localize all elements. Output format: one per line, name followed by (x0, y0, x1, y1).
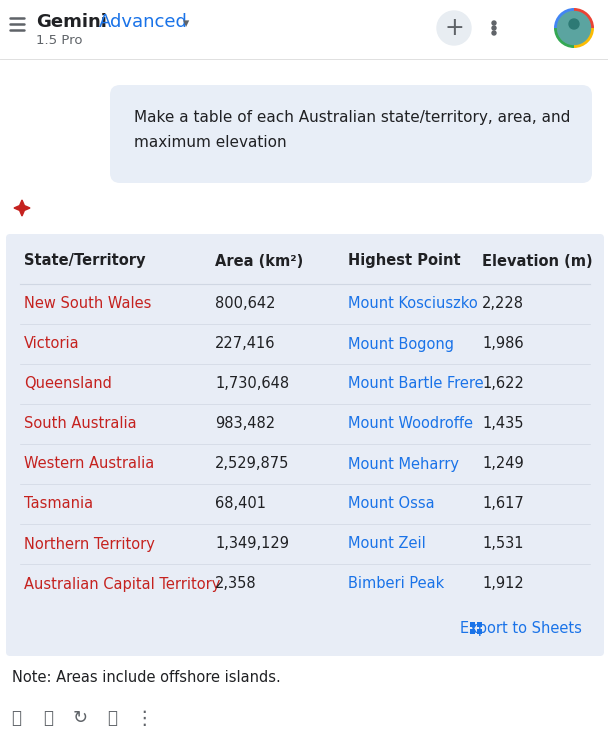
Bar (477, 629, 482, 634)
Circle shape (492, 31, 496, 35)
Text: 1,912: 1,912 (482, 577, 523, 592)
Text: 1,349,129: 1,349,129 (215, 536, 289, 551)
Text: 1,622: 1,622 (482, 377, 524, 392)
Text: Bimberi Peak: Bimberi Peak (348, 577, 444, 592)
Text: Mount Meharry: Mount Meharry (348, 456, 459, 472)
Text: 1,986: 1,986 (482, 336, 523, 351)
Text: ↻: ↻ (72, 709, 88, 727)
Text: Mount Bogong: Mount Bogong (348, 336, 454, 351)
Text: Mount Ossa: Mount Ossa (348, 496, 435, 511)
Circle shape (569, 19, 579, 29)
Text: Mount Woodroffe: Mount Woodroffe (348, 417, 473, 432)
Text: 2,228: 2,228 (482, 296, 524, 311)
Circle shape (492, 21, 496, 25)
Text: 1,249: 1,249 (482, 456, 523, 472)
Text: Tasmania: Tasmania (24, 496, 93, 511)
Text: 68,401: 68,401 (215, 496, 266, 511)
Text: Highest Point: Highest Point (348, 253, 461, 268)
Bar (477, 622, 482, 627)
Text: Queensland: Queensland (24, 377, 112, 392)
Text: +: + (444, 16, 464, 40)
Circle shape (492, 26, 496, 30)
Bar (470, 622, 475, 627)
Text: State/Territory: State/Territory (24, 253, 145, 268)
Wedge shape (554, 8, 574, 28)
FancyBboxPatch shape (6, 234, 604, 656)
Text: Export to Sheets: Export to Sheets (460, 620, 582, 635)
Text: Western Australia: Western Australia (24, 456, 154, 472)
Polygon shape (14, 200, 30, 216)
Text: 1,435: 1,435 (482, 417, 523, 432)
Text: Victoria: Victoria (24, 336, 80, 351)
Text: 800,642: 800,642 (215, 296, 275, 311)
Text: Gemini: Gemini (36, 13, 107, 31)
Text: Area (km²): Area (km²) (215, 253, 303, 268)
Text: 1.5 Pro: 1.5 Pro (36, 34, 83, 47)
Text: 227,416: 227,416 (215, 336, 275, 351)
Text: 2,529,875: 2,529,875 (215, 456, 289, 472)
Wedge shape (574, 8, 594, 28)
Text: 983,482: 983,482 (215, 417, 275, 432)
Text: ⎋: ⎋ (107, 709, 117, 727)
Text: 👎: 👎 (43, 709, 53, 727)
Text: 2,358: 2,358 (215, 577, 257, 592)
FancyBboxPatch shape (0, 0, 608, 60)
Text: 👍: 👍 (11, 709, 21, 727)
Text: 1,617: 1,617 (482, 496, 523, 511)
Text: Advanced: Advanced (99, 13, 188, 31)
Text: Note: Areas include offshore islands.: Note: Areas include offshore islands. (12, 670, 281, 685)
Text: 1,531: 1,531 (482, 536, 523, 551)
Text: Elevation (m): Elevation (m) (482, 253, 593, 268)
Text: Mount Kosciuszko: Mount Kosciuszko (348, 296, 478, 311)
Text: Mount Zeil: Mount Zeil (348, 536, 426, 551)
Text: South Australia: South Australia (24, 417, 137, 432)
Text: Northern Territory: Northern Territory (24, 536, 155, 551)
Wedge shape (554, 28, 574, 48)
Text: 1,730,648: 1,730,648 (215, 377, 289, 392)
Text: Mount Bartle Frere: Mount Bartle Frere (348, 377, 483, 392)
Wedge shape (574, 28, 594, 48)
Text: ⋮: ⋮ (134, 708, 154, 727)
Text: Make a table of each Australian state/territory, area, and
maximum elevation: Make a table of each Australian state/te… (134, 110, 570, 150)
Text: New South Wales: New South Wales (24, 296, 151, 311)
Circle shape (437, 11, 471, 45)
Text: Australian Capital Territory: Australian Capital Territory (24, 577, 220, 592)
Circle shape (558, 11, 590, 44)
FancyBboxPatch shape (110, 85, 592, 183)
Text: ▾: ▾ (183, 17, 189, 31)
Bar (470, 629, 475, 634)
